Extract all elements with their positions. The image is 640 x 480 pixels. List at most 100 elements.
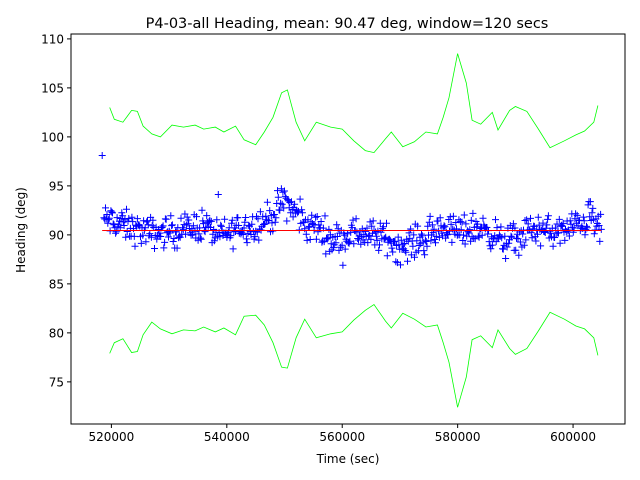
- data-point: [182, 230, 190, 238]
- data-point: [339, 261, 347, 269]
- data-point: [418, 232, 426, 240]
- data-point: [532, 237, 540, 245]
- data-point: [228, 219, 236, 227]
- data-point: [123, 228, 131, 235]
- data-point: [388, 244, 396, 252]
- data-point: [522, 236, 530, 244]
- data-point: [499, 245, 507, 253]
- data-point: [581, 231, 589, 239]
- data-point: [169, 238, 177, 245]
- data-point: [147, 233, 155, 241]
- data-point: [369, 217, 377, 225]
- data-point: [344, 239, 352, 247]
- data-point: [515, 251, 523, 259]
- data-point: [274, 187, 281, 195]
- data-point: [549, 242, 557, 250]
- data-point: [432, 232, 440, 240]
- data-point: [409, 242, 417, 250]
- data-point: [333, 221, 341, 229]
- data-point: [442, 234, 450, 242]
- data-point: [251, 233, 259, 241]
- y-tick-label: 85: [49, 277, 64, 291]
- data-point: [268, 219, 276, 227]
- data-point: [553, 220, 561, 228]
- data-point: [183, 213, 191, 221]
- data-point: [447, 220, 455, 228]
- data-point: [149, 216, 157, 224]
- x-tick-label: 580000: [435, 430, 481, 444]
- data-point: [508, 233, 516, 241]
- data-point: [366, 218, 374, 226]
- data-point: [469, 209, 477, 217]
- data-point: [271, 218, 279, 226]
- y-tick-label: 95: [49, 179, 64, 193]
- data-point: [277, 199, 285, 207]
- data-point: [323, 235, 331, 243]
- data-point: [572, 210, 580, 218]
- data-point: [516, 238, 524, 246]
- data-point: [137, 239, 145, 247]
- data-point: [424, 222, 432, 230]
- data-point: [402, 248, 410, 256]
- data-point: [483, 224, 491, 231]
- data-point: [185, 216, 193, 224]
- data-point: [308, 211, 316, 219]
- data-point: [266, 207, 274, 215]
- data-point: [279, 188, 287, 196]
- data-point: [125, 215, 133, 222]
- data-point: [189, 222, 197, 230]
- data-point: [460, 211, 468, 219]
- data-point: [142, 238, 150, 246]
- data-point: [449, 212, 457, 220]
- data-point: [431, 236, 439, 243]
- data-point: [154, 226, 162, 233]
- data-point: [188, 225, 196, 233]
- data-point: [303, 236, 311, 244]
- data-point: [291, 200, 299, 208]
- data-point: [524, 220, 532, 228]
- data-point: [334, 225, 342, 233]
- data-point: [519, 230, 527, 238]
- data-point: [176, 233, 184, 241]
- data-point: [110, 221, 118, 229]
- data-point: [103, 211, 111, 218]
- data-point: [436, 214, 444, 222]
- data-point: [168, 222, 176, 230]
- data-point: [338, 241, 346, 249]
- data-point: [418, 230, 425, 238]
- data-point: [381, 234, 389, 242]
- data-point: [305, 223, 313, 231]
- data-point: [440, 222, 448, 230]
- data-point: [474, 220, 482, 228]
- data-point: [423, 242, 431, 250]
- data-point: [399, 241, 407, 249]
- chart-title: P4-03-all Heading, mean: 90.47 deg, wind…: [146, 16, 549, 32]
- data-point: [498, 234, 506, 242]
- data-point: [157, 233, 165, 240]
- data-point: [105, 216, 113, 224]
- data-point: [579, 213, 587, 221]
- data-point: [255, 236, 263, 244]
- data-point: [130, 232, 138, 240]
- data-point: [502, 255, 510, 262]
- data-point: [327, 240, 335, 248]
- data-point: [595, 222, 603, 229]
- data-point: [350, 240, 358, 248]
- data-point: [413, 237, 421, 245]
- data-point: [248, 220, 256, 228]
- data-point: [543, 221, 551, 229]
- data-point: [484, 230, 492, 238]
- data-point: [193, 213, 200, 221]
- data-point: [430, 225, 438, 233]
- data-point: [263, 198, 271, 206]
- data-point: [252, 227, 260, 235]
- data-point: [325, 225, 333, 233]
- data-point: [373, 236, 381, 244]
- data-point: [432, 239, 439, 247]
- data-point: [567, 220, 575, 228]
- data-point: [118, 209, 126, 217]
- x-axis-label: Time (sec): [316, 452, 380, 466]
- data-point-outlier: [98, 152, 106, 159]
- data-point: [245, 221, 253, 229]
- data-point: [505, 239, 513, 247]
